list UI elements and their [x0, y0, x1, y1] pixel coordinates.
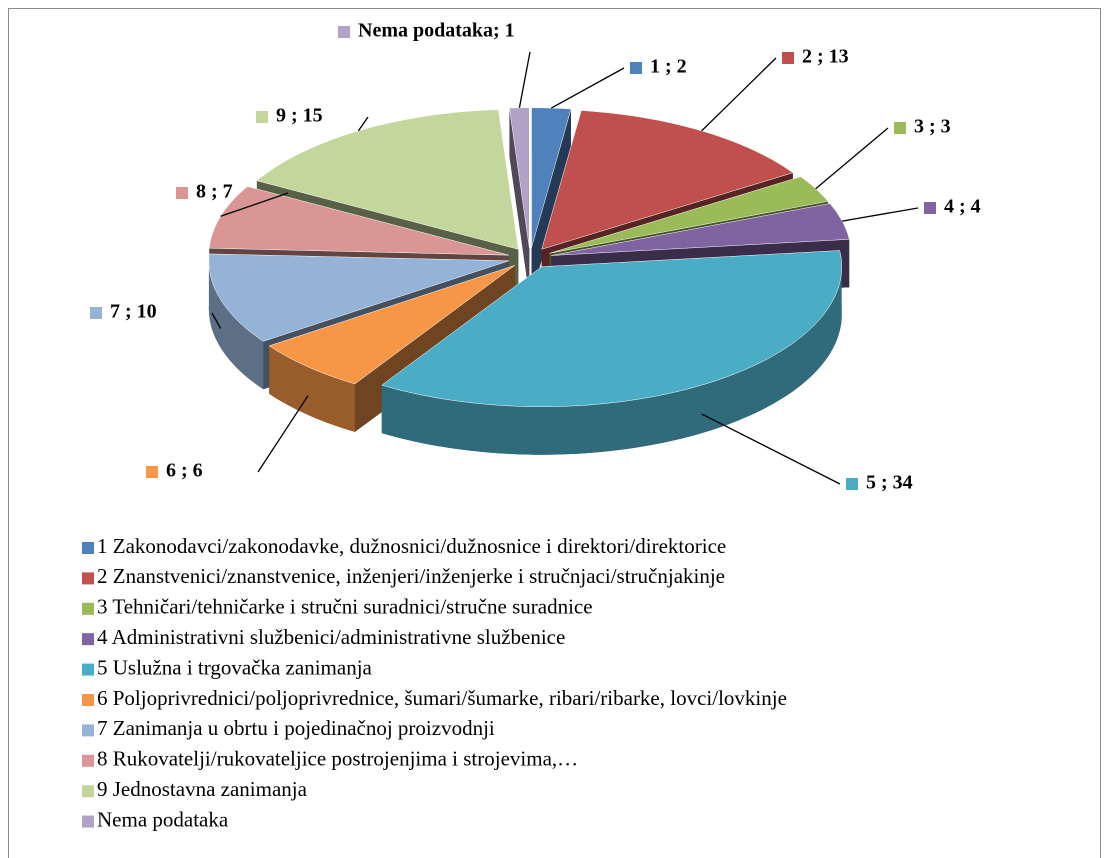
- leader-line: [841, 207, 919, 222]
- slice: [268, 265, 515, 385]
- leader-line: [701, 413, 841, 485]
- label-marker: [256, 111, 268, 123]
- legend-label: 4 Administrativni službenici/administrat…: [97, 625, 565, 649]
- slice: [549, 176, 829, 254]
- legend-marker: [82, 572, 94, 585]
- legend-marker: [82, 785, 94, 798]
- leader-line: [357, 116, 369, 132]
- slice-wall: [509, 108, 530, 296]
- data-label: 7 ; 10: [110, 301, 157, 323]
- slice-group: [509, 107, 530, 296]
- leader-line: [701, 57, 777, 132]
- data-label: 2 ; 13: [802, 46, 849, 68]
- data-label: 6 ; 6: [166, 460, 203, 482]
- label-marker: [782, 52, 794, 64]
- slice-wall: [531, 109, 571, 296]
- data-label: 3 ; 3: [914, 116, 951, 138]
- slice-side: [381, 266, 842, 455]
- label-marker: [894, 122, 906, 134]
- leader-line: [550, 67, 625, 109]
- data-label: 1 ; 2: [650, 56, 687, 78]
- label-marker: [146, 466, 158, 478]
- legend-marker: [82, 602, 94, 615]
- legend-label: 7 Zanimanja u obrtu i pojedinačnoj proiz…: [97, 716, 495, 740]
- leader-line: [257, 395, 309, 473]
- label-marker: [176, 187, 188, 199]
- data-label: 5 ; 34: [866, 472, 913, 494]
- data-label: 8 ; 7: [196, 181, 233, 203]
- data-label: Nema podataka; 1: [358, 20, 515, 42]
- legend-marker: [82, 663, 94, 676]
- label-marker: [924, 202, 936, 214]
- data-label: 4 ; 4: [944, 196, 981, 218]
- slice-group: [381, 250, 842, 455]
- legend-label: 3 Tehničari/tehničarke i stručni suradni…: [97, 595, 593, 619]
- legend-label: 5 Uslužna i trgovačka zanimanja: [97, 655, 373, 679]
- legend-marker: [82, 633, 94, 646]
- data-label: 9 ; 15: [276, 105, 323, 127]
- slice-side: [208, 260, 264, 390]
- label-marker: [338, 26, 350, 38]
- legend-label: Nema podataka: [97, 807, 229, 831]
- slice: [208, 253, 509, 342]
- legend-label: 9 Jednostavna zanimanja: [97, 777, 308, 801]
- legend-marker: [82, 724, 94, 737]
- leader-line: [518, 51, 531, 108]
- legend-marker: [82, 694, 94, 706]
- legend-label: 1 Zakonodavci/zakonodavke, dužnosnici/du…: [97, 534, 726, 558]
- label-marker: [846, 478, 858, 490]
- legend-label: 6 Poljoprivrednici/poljoprivrednice, šum…: [97, 686, 787, 710]
- label-marker: [630, 62, 642, 74]
- legend-marker: [82, 542, 94, 554]
- label-marker: [90, 307, 102, 319]
- legend-label: 8 Rukovatelji/rukovateljice postrojenjim…: [97, 747, 578, 771]
- leader-line: [815, 127, 889, 190]
- slice: [531, 107, 572, 248]
- legend-marker: [82, 815, 94, 828]
- slice-side: [269, 345, 355, 432]
- slice: [381, 250, 842, 407]
- legend-label: 2 Znanstvenici/znanstvenice, inženjeri/i…: [97, 564, 725, 588]
- legend-marker: [82, 754, 94, 767]
- leader-line: [220, 192, 289, 217]
- leader-line: [211, 312, 222, 329]
- slice: [509, 107, 530, 248]
